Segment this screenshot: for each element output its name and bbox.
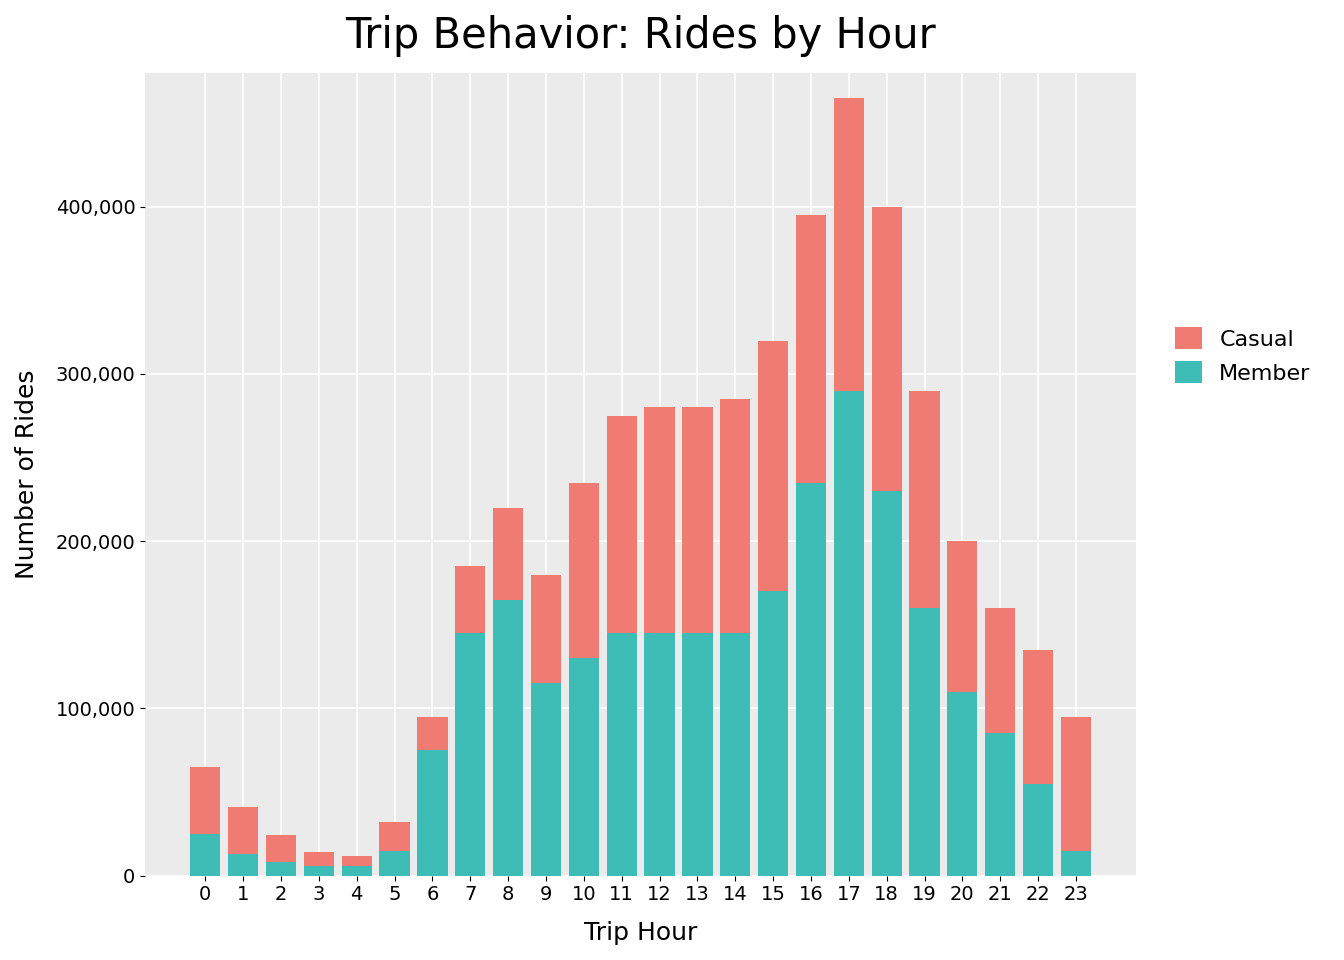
- Bar: [910, 391, 939, 608]
- Bar: [985, 733, 1015, 876]
- Bar: [569, 659, 599, 876]
- Bar: [683, 407, 712, 634]
- Bar: [1060, 717, 1091, 851]
- Bar: [417, 750, 448, 876]
- Bar: [456, 566, 485, 634]
- Bar: [720, 634, 750, 876]
- Bar: [1060, 851, 1091, 876]
- Bar: [341, 855, 372, 866]
- Bar: [266, 862, 296, 876]
- X-axis label: Trip Hour: Trip Hour: [583, 921, 698, 945]
- Bar: [796, 215, 827, 483]
- Bar: [493, 600, 523, 876]
- Bar: [228, 807, 258, 853]
- Bar: [758, 591, 788, 876]
- Bar: [493, 508, 523, 600]
- Bar: [341, 866, 372, 876]
- Bar: [871, 491, 902, 876]
- Bar: [644, 407, 675, 634]
- Bar: [304, 866, 335, 876]
- Bar: [569, 483, 599, 659]
- Bar: [758, 341, 788, 591]
- Title: Trip Behavior: Rides by Hour: Trip Behavior: Rides by Hour: [345, 15, 935, 57]
- Bar: [796, 483, 827, 876]
- Bar: [606, 634, 637, 876]
- Bar: [720, 399, 750, 634]
- Bar: [191, 834, 220, 876]
- Legend: Casual, Member: Casual, Member: [1157, 309, 1328, 401]
- Bar: [910, 608, 939, 876]
- Bar: [871, 206, 902, 491]
- Bar: [606, 416, 637, 634]
- Bar: [266, 835, 296, 862]
- Y-axis label: Number of Rides: Number of Rides: [15, 370, 39, 579]
- Bar: [644, 634, 675, 876]
- Bar: [379, 822, 410, 851]
- Bar: [833, 391, 864, 876]
- Bar: [1023, 650, 1054, 783]
- Bar: [531, 684, 562, 876]
- Bar: [948, 691, 977, 876]
- Bar: [379, 851, 410, 876]
- Bar: [948, 541, 977, 691]
- Bar: [228, 853, 258, 876]
- Bar: [191, 767, 220, 834]
- Bar: [833, 98, 864, 391]
- Bar: [683, 634, 712, 876]
- Bar: [985, 608, 1015, 733]
- Bar: [1023, 783, 1054, 876]
- Bar: [456, 634, 485, 876]
- Bar: [304, 852, 335, 866]
- Bar: [531, 575, 562, 684]
- Bar: [417, 717, 448, 750]
